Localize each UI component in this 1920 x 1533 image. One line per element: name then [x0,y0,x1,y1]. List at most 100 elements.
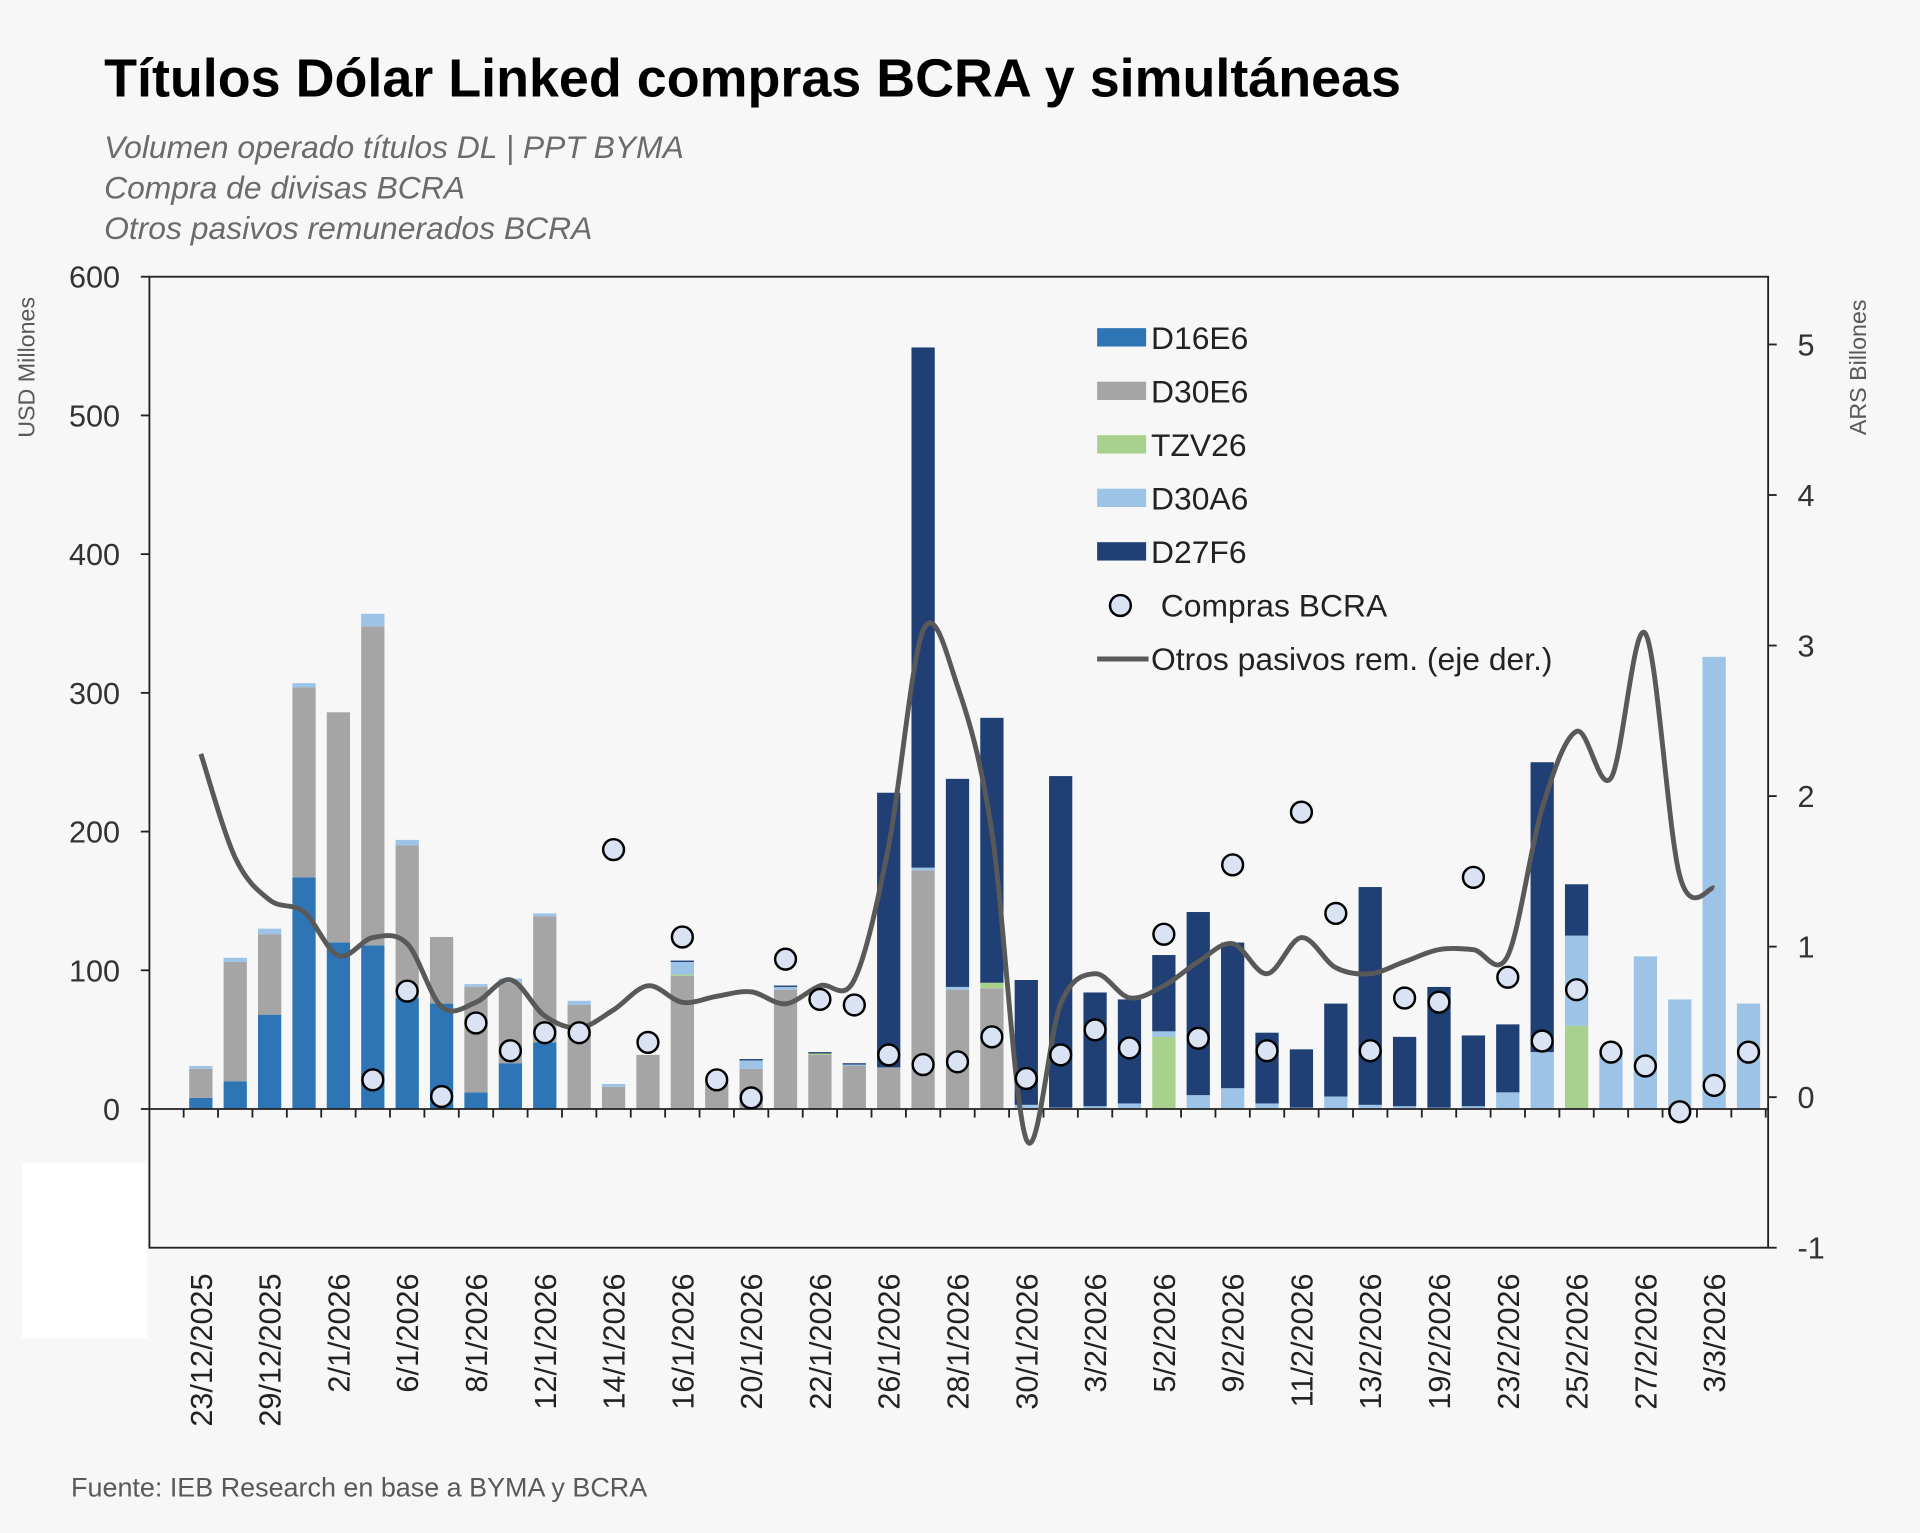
bar-d30a6 [1152,1031,1176,1037]
bar-d27f6 [1186,912,1210,1096]
bar-d30e6 [773,989,798,1109]
legend-label: D16E6 [1151,320,1248,356]
x-tick-label: 20/1/2026 [735,1273,769,1409]
legend-swatch-d27f6 [1097,542,1147,561]
x-tick-label: 13/2/2026 [1354,1273,1388,1409]
x-tick-label: 3/2/2026 [1079,1273,1113,1392]
subtitle-3: Otros pasivos remunerados BCRA [104,210,592,246]
bar-d16e6 [292,877,316,1109]
dot-compras-bcra [1186,1026,1210,1050]
bar-d30e6 [292,687,316,878]
bar-d27f6 [1221,942,1245,1089]
y2-tick-label: 3 [1798,630,1815,664]
bar-d30a6 [739,1060,763,1069]
y-tick-label: 100 [69,954,120,988]
bar-d30e6 [361,626,385,946]
dot-compras-bcra [464,1011,488,1035]
x-tick-label: 16/1/2026 [666,1273,700,1409]
dot-compras-bcra [1324,901,1348,926]
bar-d30a6 [1014,1104,1038,1109]
bar-d27f6 [1324,1003,1348,1097]
bar-tzv26 [670,974,694,976]
dot-compras-bcra [1736,1040,1761,1064]
bar-d27f6 [670,960,694,962]
bar-d30e6 [567,1004,591,1109]
bar-d30a6 [1496,1092,1520,1109]
bar-d30e6 [223,961,247,1082]
bar-d30a6 [670,961,694,975]
bar-d30a6 [1461,1106,1486,1109]
bar-d30a6 [1633,956,1657,1109]
bar-d27f6 [1392,1036,1417,1107]
x-tick-label: 27/2/2026 [1629,1273,1663,1409]
y2-tick-label: 5 [1798,328,1815,362]
y-tick-label: 500 [69,399,120,433]
x-tick-label: 9/2/2026 [1217,1273,1251,1392]
line-otros-pasivos [198,620,1715,1146]
bar-d30e6 [636,1054,660,1109]
bar-d27f6 [842,1063,866,1065]
bar-d30a6 [945,986,970,990]
legend-label: D27F6 [1151,534,1247,570]
dot-compras-bcra [1427,990,1451,1014]
dot-compras-bcra [1358,1039,1382,1063]
bar-d30a6 [292,683,316,688]
x-tick-label: 11/2/2026 [1285,1273,1319,1407]
y2-tick-label: -1 [1798,1232,1825,1266]
legend-label: Otros pasivos rem. (eje der.) [1151,641,1553,677]
subtitle-1: Volumen operado títulos DL | PPT BYMA [104,129,684,165]
bar-d30e6 [189,1068,213,1098]
bar-d30a6 [533,913,557,917]
x-tick-label: 19/2/2026 [1423,1273,1457,1409]
bar-d16e6 [533,1042,557,1109]
bar-d30e6 [395,845,419,999]
x-tick-label: 25/2/2026 [1561,1273,1595,1409]
bar-d30a6 [1530,1052,1554,1109]
bar-d30a6 [1221,1088,1245,1109]
bar-d30a6 [1117,1103,1142,1109]
dot-compras-bcra [533,1021,557,1045]
dot-compras-bcra [877,1043,901,1067]
bar-d27f6 [945,778,970,987]
bar-d30e6 [911,870,935,1109]
legend-label: TZV26 [1151,427,1247,463]
bar-d30a6 [1392,1106,1417,1109]
bar-d16e6 [361,945,385,1109]
dot-compras-bcra [601,837,626,862]
bar-d16e6 [189,1097,213,1109]
bar-d30e6 [842,1065,866,1109]
bar-d16e6 [223,1081,247,1109]
dot-compras-bcra [636,1030,660,1055]
bar-d30e6 [258,934,282,1015]
y-tick-label: 600 [69,261,120,295]
x-tick-label: 2/1/2026 [322,1273,356,1392]
x-tick-label: 6/1/2026 [391,1273,425,1392]
bar-d30a6 [1668,999,1692,1109]
bar-d30e6 [601,1086,626,1109]
bar-d30a6 [223,957,247,962]
y-tick-label: 0 [103,1093,120,1127]
bar-tzv26 [1152,1036,1176,1109]
bar-d30a6 [395,839,419,846]
legend-label: Compras BCRA [1161,588,1388,624]
blank-patch [22,1163,147,1339]
dot-compras-bcra [1668,1100,1692,1124]
bar-d27f6 [1496,1024,1520,1093]
bar-d27f6 [808,1052,832,1054]
bar-d16e6 [258,1014,282,1109]
x-tick-label: 26/1/2026 [873,1273,907,1409]
bar-d30a6 [1324,1096,1348,1109]
bar-d27f6 [877,792,901,1068]
bar-d30a6 [601,1084,626,1087]
bar-d30a6 [1358,1104,1382,1109]
x-tick-label: 22/1/2026 [804,1273,838,1409]
bar-d27f6 [1427,986,1451,1108]
dot-compras-bcra [1117,1036,1142,1060]
x-tick-label: 3/3/2026 [1698,1273,1732,1392]
dot-compras-bcra [1564,978,1589,1002]
dot-compras-bcra [1014,1066,1038,1091]
bar-d30e6 [705,1084,729,1109]
bar-d30a6 [1255,1103,1279,1109]
legend-label: D30A6 [1151,480,1248,516]
legend: D16E6 D30E6 TZV26 D30A6 D27F6 Compras BCRA Otr… [1097,320,1553,677]
